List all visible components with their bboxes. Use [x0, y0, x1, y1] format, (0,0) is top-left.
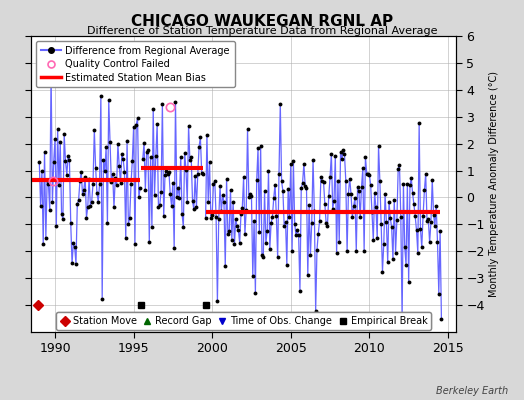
Text: Berkeley Earth: Berkeley Earth [436, 386, 508, 396]
Legend: Station Move, Record Gap, Time of Obs. Change, Empirical Break: Station Move, Record Gap, Time of Obs. C… [56, 312, 431, 330]
Text: Difference of Station Temperature Data from Regional Average: Difference of Station Temperature Data f… [87, 26, 437, 36]
Y-axis label: Monthly Temperature Anomaly Difference (°C): Monthly Temperature Anomaly Difference (… [489, 71, 499, 297]
Text: CHICAGO WAUKEGAN RGNL AP: CHICAGO WAUKEGAN RGNL AP [131, 14, 393, 29]
